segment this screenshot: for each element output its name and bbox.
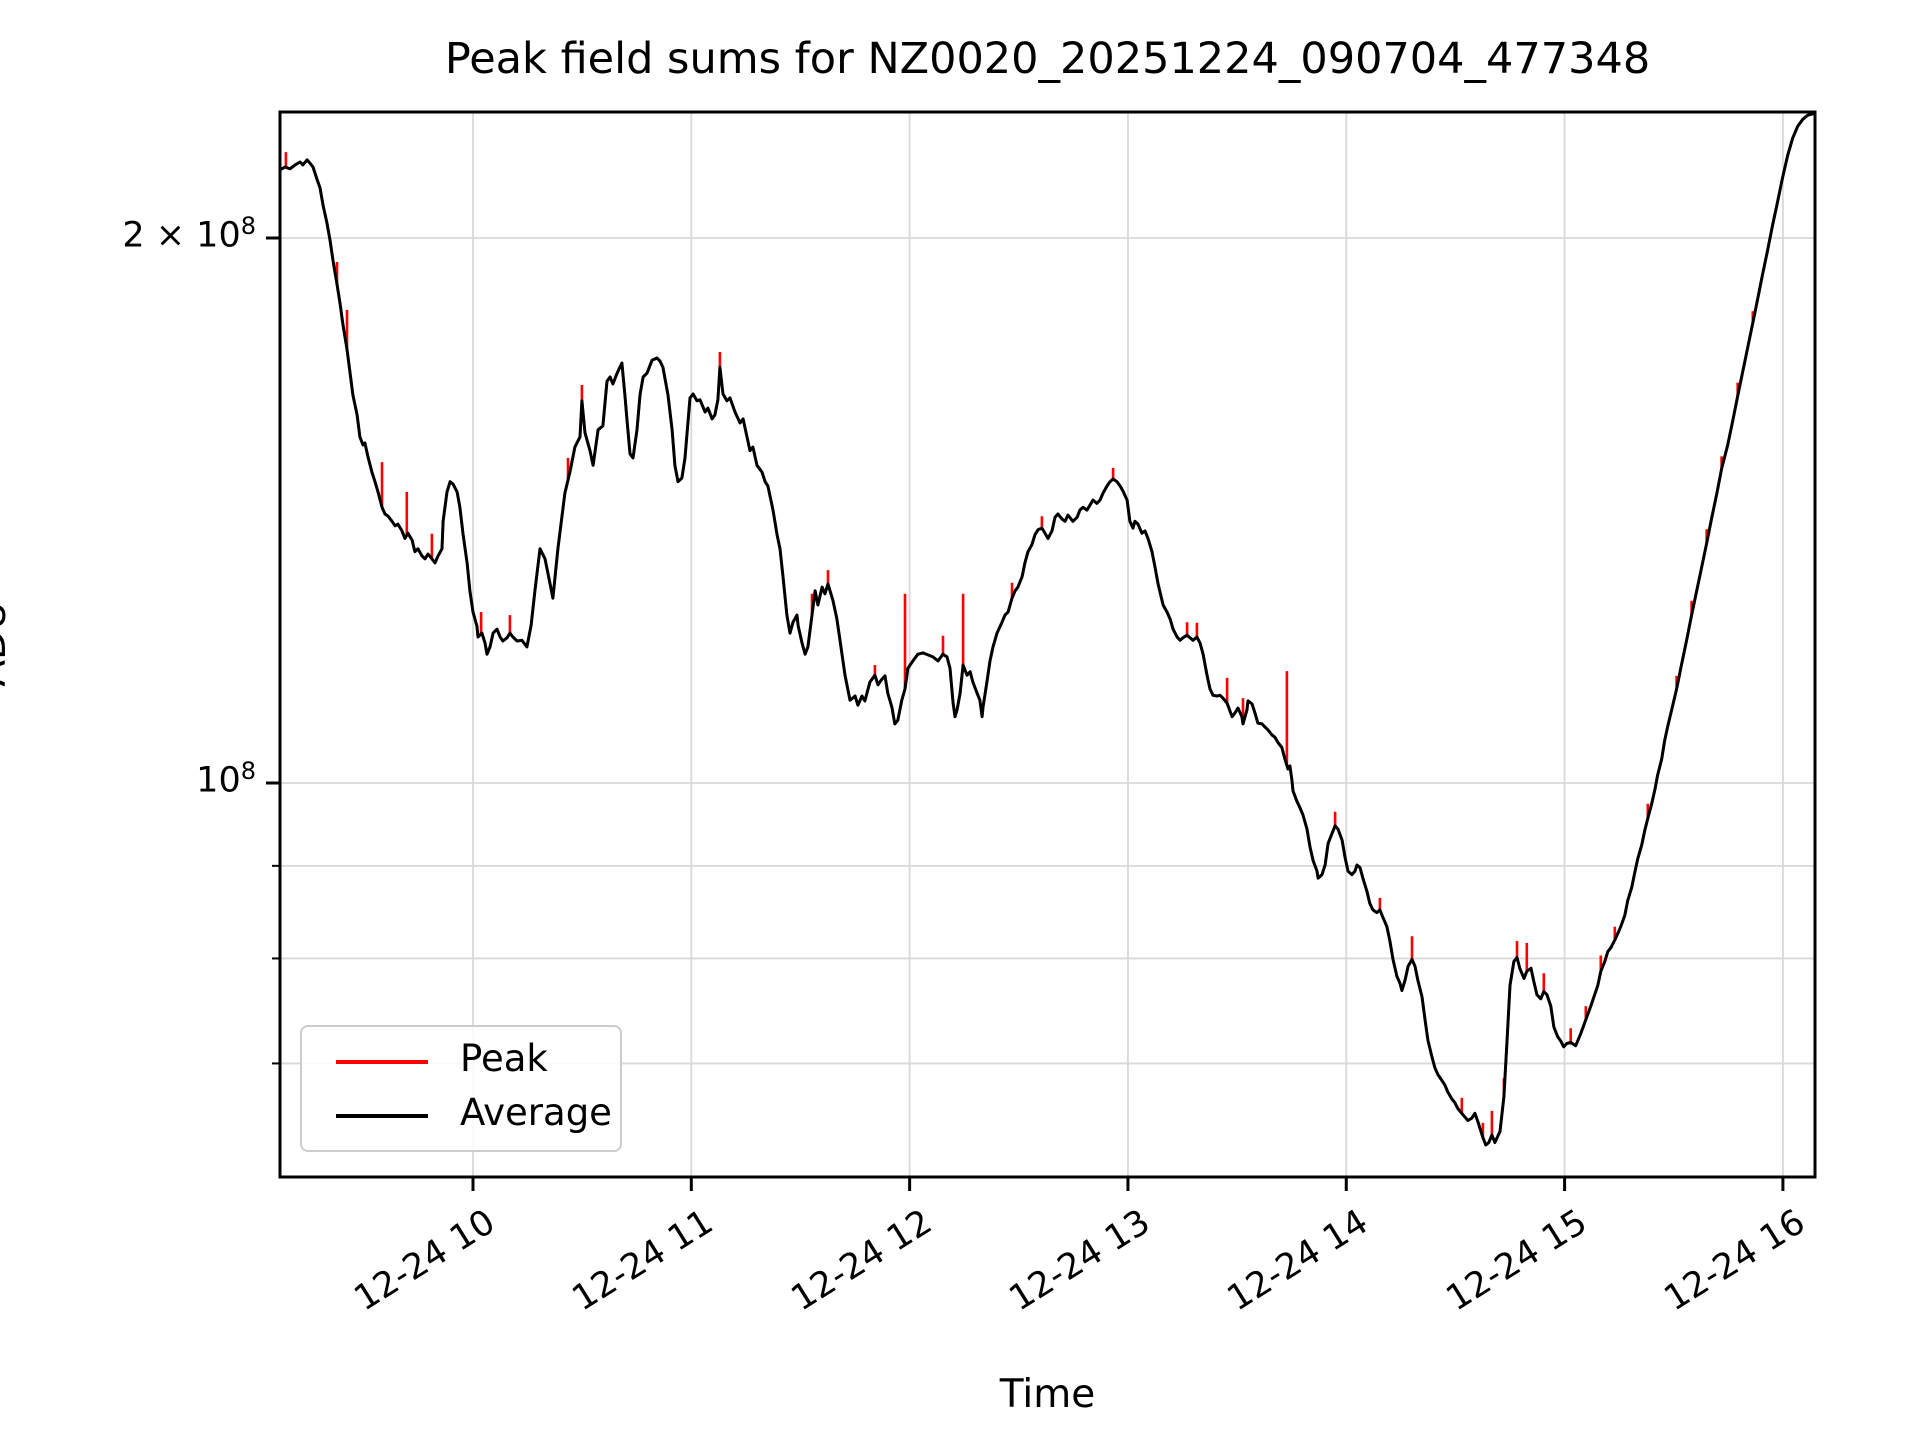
x-axis-label: Time bbox=[999, 1372, 1096, 1417]
plot-border bbox=[278, 110, 1817, 1179]
peak-series-line bbox=[280, 112, 1815, 1147]
legend-item-peak: Peak bbox=[302, 1035, 620, 1089]
legend-label-average: Average bbox=[460, 1091, 612, 1134]
y-tick-label: 108 bbox=[196, 757, 256, 801]
peak-line-swatch bbox=[336, 1060, 428, 1064]
legend: Peak Average bbox=[300, 1025, 622, 1152]
y-tick-label: 2 × 108 bbox=[122, 212, 256, 256]
average-series-line bbox=[280, 112, 1815, 1147]
legend-label-peak: Peak bbox=[460, 1037, 548, 1080]
average-line-swatch bbox=[336, 1114, 428, 1118]
chart-title: Peak field sums for NZ0020_20251224_0907… bbox=[444, 34, 1651, 84]
legend-item-average: Average bbox=[302, 1089, 620, 1143]
